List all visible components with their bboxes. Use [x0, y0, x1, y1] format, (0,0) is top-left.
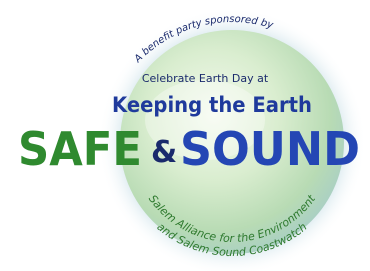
subtitle: Keeping the Earth	[112, 93, 312, 117]
title-right: SOUND	[180, 122, 360, 176]
title-left: SAFE	[18, 122, 142, 176]
tagline: Celebrate Earth Day at	[142, 72, 269, 85]
page: {"top_arc": "A benefit party sponsored b…	[0, 0, 370, 271]
title-amp: &	[151, 135, 177, 170]
logo: A benefit party sponsored by Celebrate E…	[0, 0, 370, 271]
